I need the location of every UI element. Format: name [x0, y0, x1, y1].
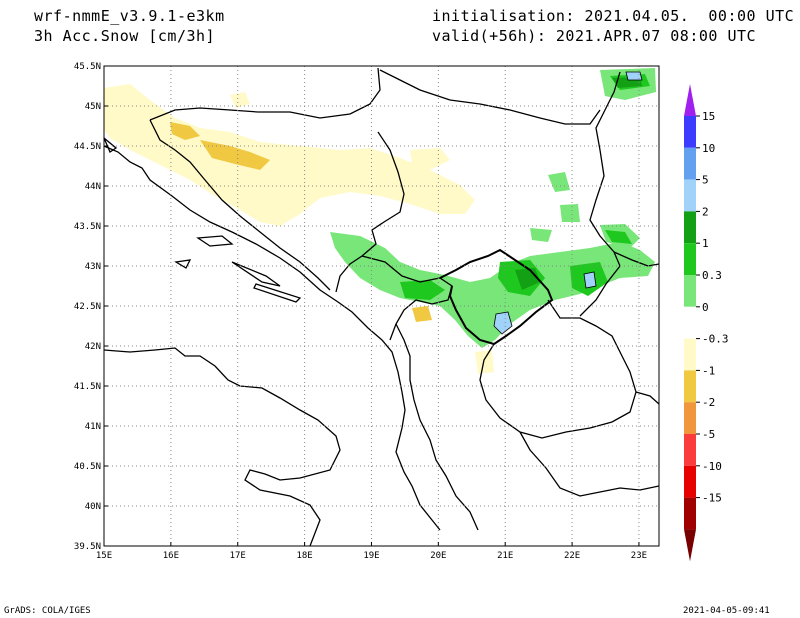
colorbar-label: 5 — [702, 174, 709, 187]
shade-lightblue-2 — [625, 71, 643, 81]
island-4 — [253, 283, 302, 303]
italy-coast — [104, 347, 341, 546]
shade-light-yellow-2 — [230, 92, 250, 108]
shade-midgreen-1 — [400, 280, 445, 300]
colorbar-segment — [684, 497, 696, 530]
bosnia-west-border — [149, 119, 331, 291]
lon-tick-label: 17E — [230, 551, 246, 561]
init-time: initialisation: 2021.04.05. 00:00 UTC — [432, 7, 795, 25]
colorbar-label: -5 — [702, 428, 715, 441]
lat-tick-label: 43.5N — [74, 222, 101, 232]
lon-tick-labels: 15E 16E 17E 18E 19E 20E 21E 22E 23E — [96, 542, 647, 561]
colorbar-segment — [684, 465, 696, 498]
lat-tick-label: 42N — [85, 342, 101, 352]
lon-tick-label: 18E — [296, 551, 312, 561]
colorbar-segment — [684, 211, 696, 244]
danube-border — [379, 69, 601, 125]
greece-border — [519, 431, 659, 497]
colorbar-segment — [684, 306, 696, 339]
lon-tick-label: 15E — [96, 551, 112, 561]
lat-tick-label: 42.5N — [74, 302, 101, 312]
lon-tick-label: 23E — [631, 551, 647, 561]
colorbar-top-arrow — [684, 84, 696, 116]
colorbar-segment — [684, 402, 696, 434]
shade-orange-2 — [200, 140, 270, 170]
island-3 — [231, 261, 281, 287]
footer-left: GrADS: COLA/IGES — [4, 606, 91, 616]
lon-tick-label: 16E — [163, 551, 179, 561]
colorbar-label: 1 — [702, 237, 709, 250]
snow-shading — [104, 68, 656, 374]
colorbar-segment — [684, 179, 696, 212]
lat-tick-label: 45.5N — [74, 62, 101, 72]
lon-tick-label: 21E — [497, 551, 513, 561]
shade-lightblue-1 — [493, 311, 513, 335]
shade-green-1 — [330, 232, 655, 348]
shade-green-3 — [560, 204, 580, 222]
colorbar-label: 2 — [702, 205, 709, 218]
colorbar-label: -1 — [702, 364, 715, 377]
lon-tick-label: 20E — [430, 551, 446, 561]
colorbar-segment — [684, 116, 696, 148]
island-1 — [196, 235, 234, 247]
boundaries — [104, 67, 659, 546]
shade-light-yellow-1 — [104, 84, 475, 226]
bulgaria-border — [635, 391, 659, 405]
footer-right: 2021-04-05-09:41 — [683, 606, 770, 616]
colorbar-segment — [684, 338, 696, 371]
shade-green-6 — [530, 228, 552, 242]
shade-orange-3 — [412, 306, 432, 322]
lat-tick-label: 40.5N — [74, 462, 101, 472]
lat-tick-label: 44N — [85, 182, 101, 192]
colorbar-label: -2 — [702, 396, 715, 409]
macedonia-border — [479, 299, 637, 439]
bosnia-north-border — [149, 67, 381, 121]
lon-tick-label: 22E — [564, 551, 580, 561]
colorbar-label: 0.3 — [702, 269, 722, 282]
lat-tick-label: 44.5N — [74, 142, 101, 152]
shade-lightblue-3 — [583, 271, 597, 289]
lat-tick-label: 41N — [85, 422, 101, 432]
lat-tick-label: 39.5N — [74, 542, 101, 552]
shade-light-yellow-3 — [410, 148, 450, 170]
lat-tick-label: 43N — [85, 262, 101, 272]
colorbar-label: -10 — [702, 460, 722, 473]
colorbar: 15 10 5 2 1 0.3 0 -0.3 -1 -2 -5 -10 -15 — [684, 84, 729, 562]
shade-green-2 — [548, 172, 570, 192]
lat-tick-labels: 45.5N 45N 44.5N 44N 43.5N 43N 42.5N 42N 41.5N 41N… — [74, 62, 108, 552]
albania-border — [395, 323, 479, 531]
lon-tick-label: 19E — [363, 551, 379, 561]
colorbar-label: -0.3 — [702, 333, 729, 346]
field-name: 3h Acc.Snow [cm/3h] — [34, 27, 216, 45]
model-name: wrf-nmmE_v3.9.1-e3km — [34, 7, 225, 25]
lat-tick-label: 41.5N — [74, 382, 101, 392]
colorbar-segment — [684, 434, 696, 466]
lat-tick-label: 40N — [85, 502, 101, 512]
shade-midgreen-5 — [605, 230, 632, 244]
shade-orange-1 — [170, 122, 200, 140]
colorbar-label: 15 — [702, 110, 715, 123]
colorbar-segment — [684, 243, 696, 275]
island-2 — [174, 259, 192, 269]
serbia-bulgaria-border — [613, 251, 659, 267]
colorbar-segment — [684, 275, 696, 307]
valid-time: valid(+56h): 2021.APR.07 08:00 UTC — [432, 27, 757, 45]
serbia-east-border — [579, 71, 621, 317]
lat-tick-label: 45N — [85, 102, 101, 112]
colorbar-label: 10 — [702, 142, 715, 155]
grid-lines — [104, 66, 659, 546]
colorbar-segment — [684, 147, 696, 180]
colorbar-label: 0 — [702, 301, 709, 314]
colorbar-label: -15 — [702, 492, 722, 505]
colorbar-segment — [684, 370, 696, 403]
colorbar-bottom-arrow — [684, 529, 696, 562]
adriatic-coast — [104, 145, 441, 531]
shade-light-yellow-4 — [475, 350, 494, 374]
island-5 — [104, 137, 118, 153]
